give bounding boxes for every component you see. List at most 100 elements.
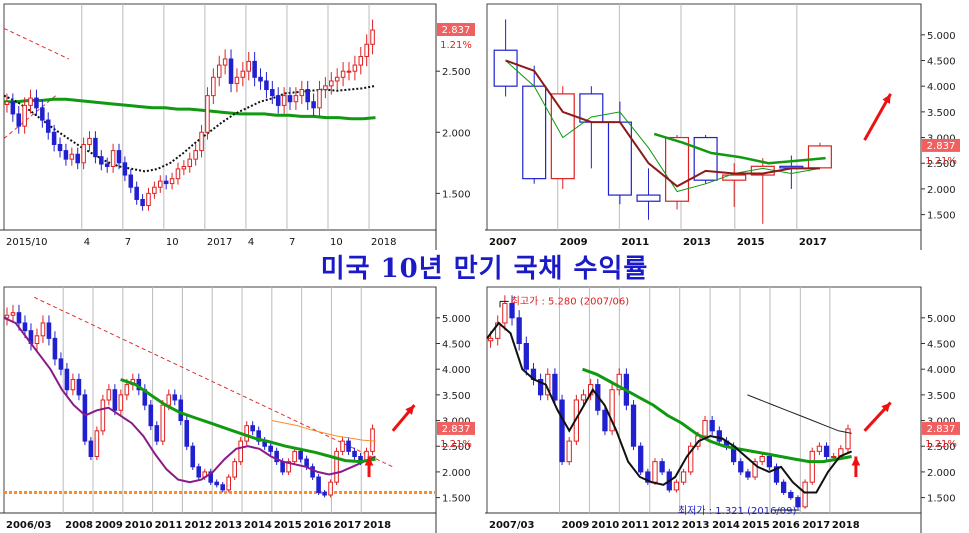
monthly-candle — [680, 471, 687, 483]
daily-candle — [128, 174, 134, 188]
y-tick-label: 1.500 — [442, 189, 471, 200]
monthly-candle — [502, 302, 508, 324]
weekly-candle — [292, 450, 297, 463]
x-tick-label: 2009 — [560, 237, 588, 248]
daily-candle — [51, 131, 57, 145]
ma-green-line — [4, 97, 376, 121]
weekly-candle — [106, 389, 112, 401]
yearly-candle — [722, 174, 747, 181]
x-tick-label: 2009 — [95, 520, 123, 531]
y-tick-label: 3.500 — [927, 108, 956, 119]
y-tick-label: 2.000 — [442, 468, 471, 479]
high-price-annotation: 최고가 : 5.280 (2007/06) — [511, 295, 630, 307]
low-price-annotation: 최저가 : 1.321 (2016/09) — [678, 505, 797, 517]
up-arrow-small-head — [364, 456, 374, 466]
y-tick-label: 3.500 — [442, 391, 471, 402]
weekly-candle — [34, 335, 40, 345]
daily-candle — [163, 180, 169, 185]
daily-candle — [116, 150, 122, 164]
daily-candle — [104, 163, 110, 167]
daily-candle — [334, 76, 340, 82]
daily-candle — [240, 70, 246, 78]
weekly-candle — [160, 404, 166, 442]
x-tick-label: 2012 — [184, 520, 212, 531]
daily-candle — [329, 80, 334, 87]
x-tick-label: 7 — [289, 237, 295, 248]
x-tick-label: 2008 — [65, 520, 93, 531]
weekly-candle — [334, 450, 339, 483]
change-pct-label: 1.21% — [925, 439, 957, 450]
daily-candle — [140, 198, 145, 207]
y-tick-label: 2.000 — [442, 128, 471, 139]
x-tick-label: 2018 — [832, 520, 860, 531]
monthly-candle — [845, 428, 851, 450]
weekly-candle — [328, 481, 333, 496]
price-badge — [922, 421, 960, 435]
monthly-candle — [788, 491, 794, 499]
weekly-candle — [304, 458, 309, 468]
x-tick-label: 10 — [166, 237, 179, 248]
monthly-candle — [716, 430, 722, 442]
daily-candle — [57, 143, 63, 152]
monthly-candle — [609, 389, 615, 432]
weekly-candle — [280, 461, 285, 473]
weekly-candle — [370, 428, 375, 452]
ma-black-line — [486, 321, 852, 494]
daily-candle — [187, 158, 193, 167]
x-tick-label: 2011 — [621, 237, 649, 248]
monthly-candle — [537, 378, 544, 396]
daily-candle — [175, 168, 181, 180]
monthly-candle — [616, 373, 622, 391]
yearly-candle — [807, 145, 832, 169]
y-tick-label: 4.500 — [927, 340, 956, 351]
y-tick-label: 2.000 — [927, 468, 956, 479]
up-arrow-head — [881, 402, 891, 413]
daily-candle — [252, 60, 257, 78]
daily-candle — [228, 58, 234, 84]
daily-candle — [364, 43, 369, 58]
daily-candle — [293, 95, 299, 103]
monthly-candle — [659, 461, 665, 473]
weekly-candle — [46, 322, 52, 339]
x-tick-label: 2013 — [682, 520, 710, 531]
weekly-candle — [118, 394, 124, 411]
daily-candle — [75, 153, 80, 164]
daily-chart: 2015/10 4 7 10 2017 4 7 10 2018 2.500 2.000 1.500 2.… — [0, 3, 475, 250]
monthly-candle — [638, 445, 644, 473]
monthly-chart: 2007/03 2009 2010 2011 2012 2013 2014 2015 2016 2… — [485, 286, 960, 533]
x-tick-label: 2013 — [214, 520, 242, 531]
daily-candle — [317, 89, 322, 109]
monthly-candle — [523, 343, 529, 370]
weekly-candle — [4, 314, 10, 319]
change-pct-label: 1.21% — [440, 40, 472, 51]
daily-candle — [93, 137, 98, 158]
weekly-candle — [76, 378, 82, 396]
daily-candle — [258, 76, 263, 82]
monthly-candle — [738, 461, 744, 473]
y-tick-label: 5.000 — [927, 314, 956, 325]
yearly-chart: 2007 2009 2011 2013 2015 2017 5.000 4.500 4.000 3… — [485, 3, 960, 250]
x-tick-label: 2012 — [652, 520, 680, 531]
monthly-candle — [766, 456, 772, 468]
monthly-candle — [602, 409, 608, 432]
y-tick-label: 1.500 — [927, 494, 956, 505]
daily-candle — [45, 119, 51, 133]
daily-candle — [158, 180, 163, 188]
x-tick-label: 2017 — [802, 520, 830, 531]
daily-candle — [34, 97, 39, 109]
monthly-candle — [745, 471, 751, 478]
daily-candle — [152, 186, 157, 194]
weekly-candle — [316, 476, 321, 493]
y-tick-label: 2.500 — [927, 442, 956, 453]
monthly-candle — [559, 399, 565, 463]
weekly-candle — [148, 404, 154, 427]
yearly-candle — [636, 194, 661, 202]
yearly-candle — [693, 136, 718, 181]
monthly-candle — [552, 373, 558, 401]
weekly-chart: 2006/03 2008 2009 2010 2011 2012 2013 2014 2015 2… — [0, 286, 475, 533]
last-price-label: 2.837 — [927, 141, 956, 152]
monthly-chart-panel: 2007/03 2009 2010 2011 2012 2013 2014 2015 2016 2… — [485, 283, 969, 533]
weekly-candle — [100, 399, 106, 432]
weekly-candle — [124, 384, 130, 396]
x-tick-label: 2006/03 — [6, 520, 51, 531]
